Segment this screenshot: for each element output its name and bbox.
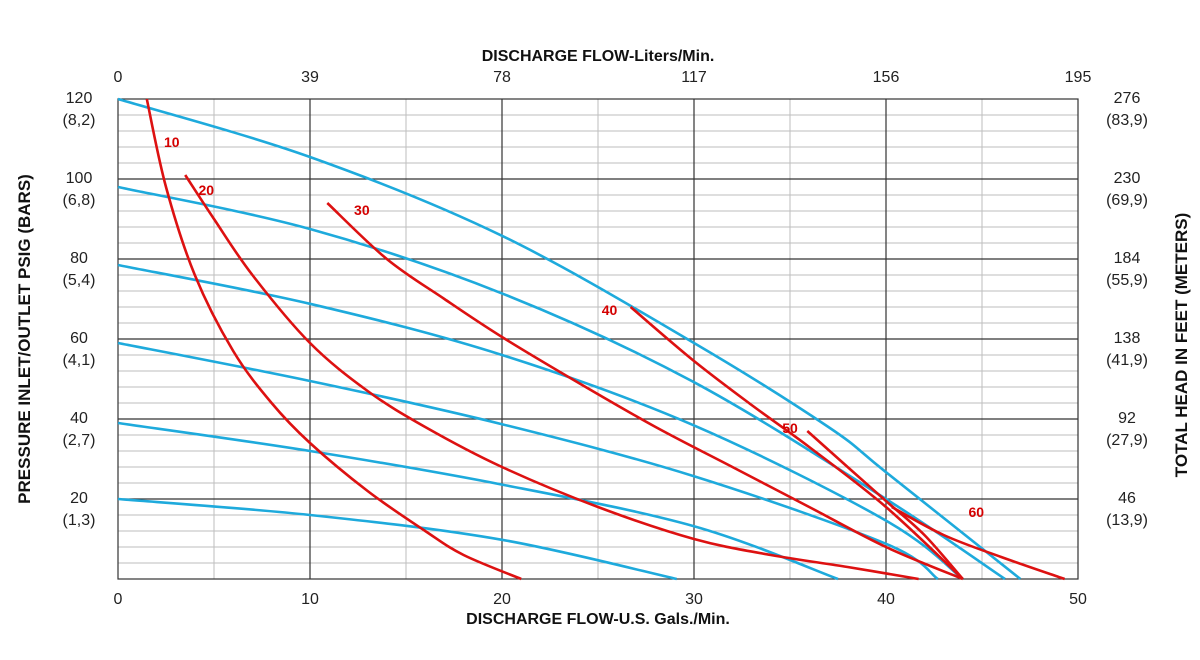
bottom-tick-label: 30 xyxy=(685,591,703,608)
air-consumption-curves xyxy=(145,98,1066,581)
air-curve-40 xyxy=(629,306,964,580)
bottom-tick-label: 20 xyxy=(493,591,511,608)
pressure-curve-4 xyxy=(117,341,939,581)
right-tick-feet: 184 xyxy=(1114,250,1141,267)
left-tick-bar: (6,8) xyxy=(63,192,96,209)
air-curve-10 xyxy=(145,98,522,581)
left-tick-psi: 120 xyxy=(66,90,93,107)
bottom-tick-label: 40 xyxy=(877,591,895,608)
major-grid xyxy=(118,99,1078,579)
left-axis-title: PRESSURE INLET/OUTLET PSIG (BARS) xyxy=(15,174,34,504)
pressure-curve-2 xyxy=(117,185,1006,581)
top-tick-label: 195 xyxy=(1065,69,1092,86)
left-tick-psi: 100 xyxy=(66,170,93,187)
bottom-tick-label: 10 xyxy=(301,591,319,608)
left-tick-bar: (5,4) xyxy=(63,272,96,289)
right-tick-feet: 138 xyxy=(1114,330,1141,347)
top-tick-label: 39 xyxy=(301,69,319,86)
right-tick-meters: (55,9) xyxy=(1106,272,1148,289)
air-curve-30 xyxy=(326,202,964,581)
right-tick-feet: 276 xyxy=(1114,90,1141,107)
right-tick-meters: (27,9) xyxy=(1106,432,1148,449)
plot-frame xyxy=(117,98,1079,580)
air-curve-label: 10 xyxy=(164,134,180,150)
right-axis-title: TOTAL HEAD IN FEET (METERS) xyxy=(1172,213,1191,477)
right-tick-labels: 276 (83,9) 230 (69,9) 184 (55,9) 138 (41,9) 92 (2… xyxy=(1106,90,1148,529)
air-curve-label: 50 xyxy=(782,420,798,436)
right-tick-meters: (69,9) xyxy=(1106,192,1148,209)
pressure-curve-1 xyxy=(117,97,1022,581)
bottom-tick-label: 0 xyxy=(114,591,123,608)
right-tick-feet: 92 xyxy=(1118,410,1136,427)
top-axis-title: DISCHARGE FLOW-Liters/Min. xyxy=(482,48,715,65)
bottom-tick-labels: 0 10 20 30 40 50 xyxy=(114,591,1087,608)
right-tick-feet: 230 xyxy=(1114,170,1141,187)
pressure-curve-6 xyxy=(117,497,677,581)
left-tick-psi: 80 xyxy=(70,250,88,267)
air-curve-50 xyxy=(806,430,964,580)
air-curve-label: 30 xyxy=(354,202,370,218)
top-tick-label: 78 xyxy=(493,69,511,86)
left-tick-labels: 120 (8,2) 100 (6,8) 80 (5,4) 60 (4,1) 40 (2,7) 20 (… xyxy=(63,90,96,529)
left-tick-psi: 40 xyxy=(70,410,88,427)
right-tick-meters: (13,9) xyxy=(1106,512,1148,529)
pressure-curve-5 xyxy=(117,421,839,581)
air-curve-60 xyxy=(891,505,1066,581)
air-curve-labels: 10 20 30 40 50 60 xyxy=(164,134,984,520)
air-curve-20 xyxy=(184,174,919,581)
air-curve-label: 40 xyxy=(602,302,618,318)
left-tick-psi: 60 xyxy=(70,330,88,347)
top-tick-label: 0 xyxy=(114,69,123,86)
right-tick-feet: 46 xyxy=(1118,490,1136,507)
right-tick-meters: (83,9) xyxy=(1106,112,1148,129)
air-curve-label: 20 xyxy=(199,182,215,198)
top-tick-label: 117 xyxy=(681,69,707,86)
left-tick-bar: (8,2) xyxy=(63,112,96,129)
left-tick-bar: (4,1) xyxy=(63,352,96,369)
air-curve-label: 60 xyxy=(968,504,984,520)
top-tick-labels: 0 39 78 117 156 195 xyxy=(114,69,1092,86)
left-tick-psi: 20 xyxy=(70,490,88,507)
right-tick-meters: (41,9) xyxy=(1106,352,1148,369)
bottom-axis-title: DISCHARGE FLOW-U.S. Gals./Min. xyxy=(466,611,730,628)
left-tick-bar: (1,3) xyxy=(63,512,96,529)
left-tick-bar: (2,7) xyxy=(63,432,96,449)
bottom-tick-label: 50 xyxy=(1069,591,1087,608)
top-tick-label: 156 xyxy=(873,69,900,86)
